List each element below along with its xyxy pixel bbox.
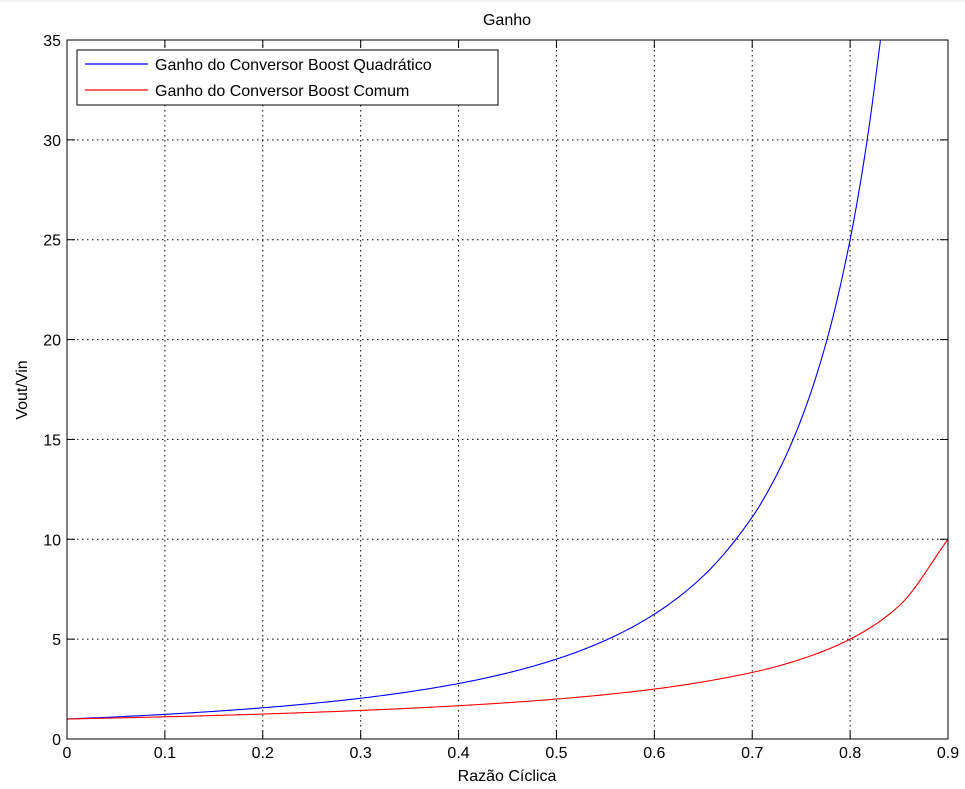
- y-tick-label: 25: [43, 233, 61, 250]
- y-tick-label: 15: [43, 432, 61, 449]
- series-layer: [67, 40, 948, 720]
- series-line-0: [67, 40, 882, 720]
- y-tick-label: 5: [52, 632, 61, 649]
- legend-label-quadratic: Ganho do Conversor Boost Quadrático: [155, 57, 432, 74]
- x-tick-label: 0.9: [937, 745, 959, 762]
- x-tick-label: 0.8: [839, 745, 861, 762]
- plot-frame: [66, 39, 949, 740]
- x-tick-label: 0.1: [154, 745, 176, 762]
- y-tick-label: 20: [43, 333, 61, 350]
- series-line-1: [67, 538, 948, 720]
- x-axis-label: Razão Cíclica: [458, 768, 557, 785]
- x-tick-label: 0.6: [643, 745, 665, 762]
- y-axis-label: Vout/Vin: [14, 360, 31, 419]
- x-tick-label: 0.5: [545, 745, 567, 762]
- x-tick-label: 0.2: [252, 745, 274, 762]
- plot-area: [67, 40, 948, 739]
- tick-layer: 0 0.1 0.2 0.3 0.4 0.5 0.6 0.7 0.8 0.9 0 5 10 15 20 25 30…: [43, 33, 959, 762]
- legend: Ganho do Conversor Boost Quadrático Ganh…: [76, 49, 499, 106]
- y-tick-label: 30: [43, 133, 61, 150]
- y-tick-label: 10: [43, 532, 61, 549]
- x-tick-label: 0.4: [447, 745, 469, 762]
- x-tick-label: 0: [63, 745, 72, 762]
- y-tick-label: 0: [52, 732, 61, 749]
- legend-box: [76, 49, 499, 106]
- grid-layer: [67, 40, 948, 739]
- x-tick-label: 0.3: [350, 745, 372, 762]
- y-tick-label: 35: [43, 33, 61, 50]
- chart-title: Ganho: [483, 12, 531, 29]
- x-tick-label: 0.7: [741, 745, 763, 762]
- legend-label-common: Ganho do Conversor Boost Comum: [155, 83, 409, 100]
